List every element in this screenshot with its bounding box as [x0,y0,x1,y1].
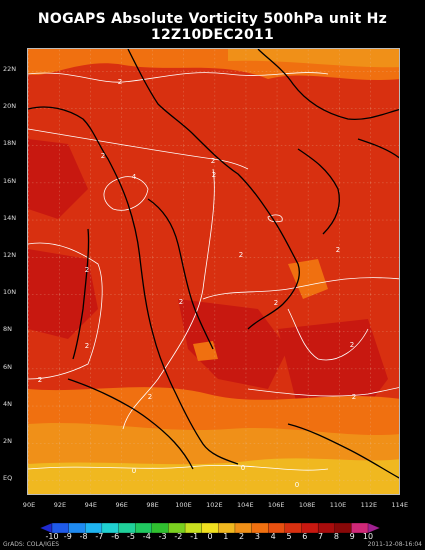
map-title: NOGAPS Absolute Vorticity 500hPa unit Hz [37,11,388,27]
vorticity-contours [28,72,399,471]
map-subtitle: 12Z10DEC2011 [150,27,275,43]
lon-label: 108E [298,501,316,509]
colorbar [40,523,380,533]
contour-label: 2 [101,152,105,160]
lat-label: 8N [3,325,12,334]
lon-label: 100E [175,501,192,509]
lon-label: 112E [360,501,378,509]
lat-label: 6N [3,362,12,371]
contour-label: 2 [274,299,278,307]
lat-label: 22N [3,65,17,73]
colorbar-label: -2 [174,532,183,541]
contour-label: 2 [118,78,122,86]
contour-label: 2 [212,171,216,179]
contour-label: 2 [350,341,354,349]
colorbar-label: -3 [158,532,167,541]
colorbar-label: 9 [349,532,355,541]
lon-label: 110E [329,501,347,509]
colorbar-label: 6 [302,532,308,541]
coastlines [28,49,399,479]
colorbar-label: -10 [45,532,59,541]
colorbar-label: 5 [286,532,292,541]
contour-label: 2 [85,342,89,350]
contour-label: 2 [352,393,356,401]
contour-label: 0 [241,464,245,472]
contour-label: 2 [148,393,152,401]
contour-label: 2 [239,251,243,259]
colorbar-label: -4 [142,532,151,541]
timestamp-text: 2011-12-08-16:04 [367,541,422,548]
contour-label: 2 [85,266,89,274]
lon-label: 106E [267,501,285,509]
credit-text: GrADS: COLA/IGES [3,541,60,548]
colorbar-label: 3 [254,532,260,541]
colorbar-label: -6 [111,532,120,541]
lat-label: 4N [3,399,12,408]
colorbar-label: 7 [318,532,324,541]
contour-label: 2 [336,246,340,254]
lon-label: 94E [84,501,97,509]
lon-label: 92E [53,501,67,509]
colorbar-label: -5 [127,532,135,541]
contour-label: 0 [295,481,299,489]
lat-lon-grid [28,49,399,494]
lon-label: 90E [22,501,36,509]
contour-label: 0 [132,467,136,475]
vorticity-map: 2 2 2 4 2 2 2 2 2 2 2 2 2 2 2 0 0 0 [27,48,400,495]
lon-label: 96E [115,501,128,509]
lon-label: 114E [391,501,409,509]
colorbar-label: 4 [270,532,276,541]
lon-label: 102E [206,501,223,509]
colorbar-label: -8 [79,532,88,541]
lat-label: 2N [3,437,12,445]
lat-label: 14N [3,213,17,222]
lat-label: 12N [3,251,17,259]
lat-label: 18N [3,139,17,148]
colorbar-label: -9 [63,532,72,541]
contour-label: 2 [211,157,215,165]
lon-label: 98E [146,501,159,509]
colorbar-label: -1 [190,532,199,541]
lat-label: 20N [3,102,17,111]
lat-label: EQ [3,474,13,483]
colorbar-label: 10 [362,532,374,541]
colorbar-label: 2 [239,532,245,541]
contour-label: 2 [179,298,183,306]
colorbar-label: 8 [333,532,339,541]
colorbar-label: 1 [223,532,229,541]
contour-label: 4 [132,173,137,181]
contour-label: 2 [38,376,42,384]
colorbar-label: 0 [207,532,213,541]
lon-label: 104E [237,501,254,509]
lat-label: 10N [3,288,17,297]
colorbar-swatch [367,523,380,533]
lat-label: 16N [3,176,17,185]
colorbar-label: -7 [95,532,104,541]
